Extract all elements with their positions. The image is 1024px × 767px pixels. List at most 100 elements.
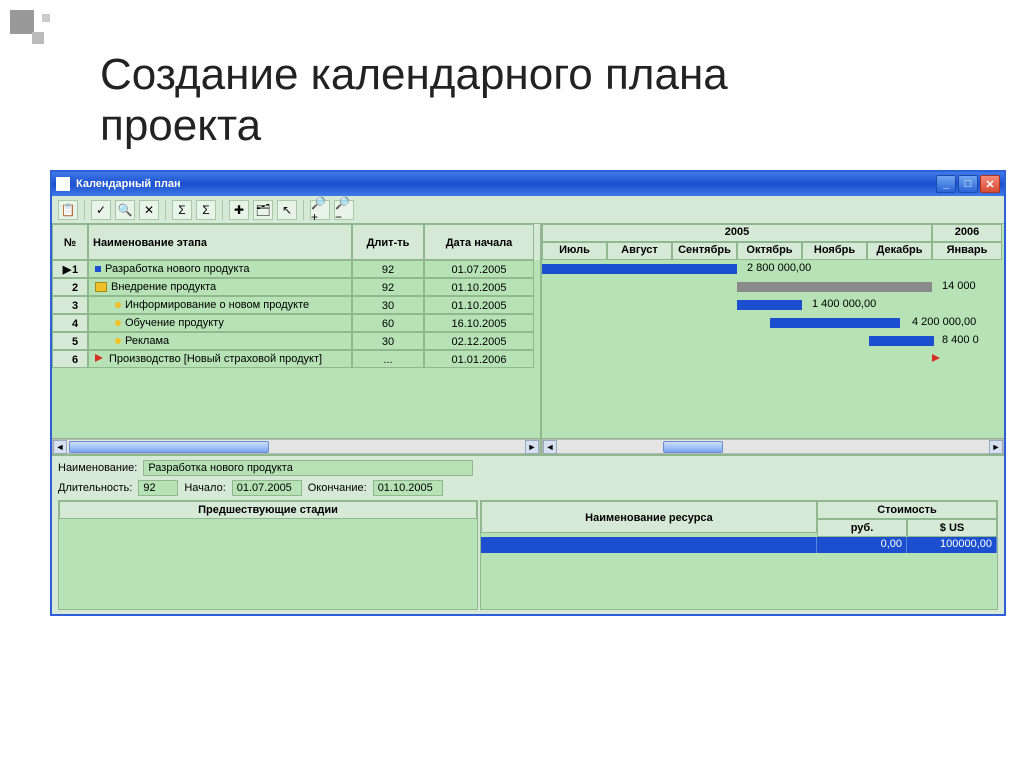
gantt-bar-label: 14 000: [942, 280, 976, 292]
gantt-milestone-flag-icon[interactable]: [932, 354, 940, 362]
detail-start-field[interactable]: 01.07.2005: [232, 480, 302, 496]
tool-delete-icon[interactable]: ✕: [139, 200, 159, 220]
task-row[interactable]: 4Обучение продукту6016.10.2005: [52, 314, 540, 332]
usd-value: 100000,00: [907, 537, 997, 553]
gantt-panel: 20052006 ИюльАвгустСентябрьОктябрьНоябрь…: [542, 224, 1004, 454]
task-row[interactable]: 2Внедрение продукта9201.10.2005: [52, 278, 540, 296]
calendar-plan-window: Календарный план _ □ ✕ 📋 ✓ 🔍 ✕ Σ Σ ✚ 🗂 ↖…: [50, 170, 1006, 616]
rub-header: руб.: [817, 519, 907, 537]
toolbar: 📋 ✓ 🔍 ✕ Σ Σ ✚ 🗂 ↖ 🔎+ 🔎−: [52, 196, 1004, 224]
gantt-month-cell[interactable]: Сентябрь: [672, 242, 737, 260]
folder-icon: [95, 282, 107, 292]
preceding-header: Предшествующие стадии: [59, 501, 477, 519]
bullet-yellow-icon: [115, 320, 121, 326]
gantt-bar[interactable]: [869, 336, 934, 346]
gantt-month-cell[interactable]: Январь: [932, 242, 1002, 260]
gantt-bar[interactable]: [542, 264, 737, 274]
task-duration-cell: ...: [352, 350, 424, 368]
tool-zoomout-icon[interactable]: 🔎−: [334, 200, 354, 220]
task-duration-cell: 92: [352, 260, 424, 278]
task-scrollbar[interactable]: ◄►: [52, 438, 540, 454]
task-rows-container: ▶1Разработка нового продукта9201.07.2005…: [52, 260, 540, 368]
tool-pointer-icon[interactable]: ↖: [277, 200, 297, 220]
window-title: Календарный план: [76, 178, 181, 190]
usd-header: $ US: [907, 519, 997, 537]
scroll-thumb[interactable]: [663, 441, 723, 453]
scroll-thumb[interactable]: [69, 441, 269, 453]
cost-header: Стоимость: [817, 501, 997, 519]
task-row[interactable]: 5Реклама3002.12.2005: [52, 332, 540, 350]
tool-edit-icon[interactable]: 📋: [58, 200, 78, 220]
task-row[interactable]: 3Информирование о новом продукте3001.10.…: [52, 296, 540, 314]
tool-sum2-icon[interactable]: Σ: [196, 200, 216, 220]
scroll-left-icon[interactable]: ◄: [53, 440, 67, 454]
row-number: 3: [52, 296, 88, 314]
gantt-scrollbar[interactable]: ◄►: [542, 438, 1004, 454]
task-date-cell: 01.10.2005: [424, 278, 534, 296]
task-name-cell: Производство [Новый страховой продукт]: [88, 350, 352, 368]
window-titlebar[interactable]: Календарный план _ □ ✕: [52, 172, 1004, 196]
col-duration-header[interactable]: Длит-ть: [352, 224, 424, 260]
minimize-button[interactable]: _: [936, 175, 956, 193]
gantt-bar[interactable]: [737, 300, 802, 310]
col-startdate-header[interactable]: Дата начала: [424, 224, 534, 260]
task-duration-cell: 30: [352, 296, 424, 314]
gantt-bar-label: 4 200 000,00: [912, 316, 976, 328]
resources-grid[interactable]: Наименование ресурса Стоимость руб. $ US…: [480, 500, 998, 610]
close-button[interactable]: ✕: [980, 175, 1000, 193]
col-num-header[interactable]: №: [52, 224, 88, 260]
task-name-cell: Обучение продукту: [88, 314, 352, 332]
scroll-right-icon[interactable]: ►: [989, 440, 1003, 454]
task-row[interactable]: 6Производство [Новый страховой продукт].…: [52, 350, 540, 368]
task-table-header: № Наименование этапа Длит-ть Дата начала: [52, 224, 540, 260]
detail-end-label: Окончание:: [308, 482, 367, 494]
gantt-month-cell[interactable]: Август: [607, 242, 672, 260]
gantt-month-cell[interactable]: Ноябрь: [802, 242, 867, 260]
detail-name-field[interactable]: Разработка нового продукта: [143, 460, 473, 476]
resource-name-header: Наименование ресурса: [481, 501, 817, 533]
preceding-stages-grid[interactable]: Предшествующие стадии: [58, 500, 478, 610]
row-number: 2: [52, 278, 88, 296]
bullet-yellow-icon: [115, 338, 121, 344]
detail-end-field[interactable]: 01.10.2005: [373, 480, 443, 496]
gantt-year-row: 20052006: [542, 224, 1004, 242]
detail-duration-field[interactable]: 92: [138, 480, 178, 496]
task-date-cell: 01.01.2006: [424, 350, 534, 368]
tool-check-icon[interactable]: ✓: [91, 200, 111, 220]
tool-find-icon[interactable]: 🔍: [115, 200, 135, 220]
scroll-left-icon[interactable]: ◄: [543, 440, 557, 454]
detail-panel: Наименование: Разработка нового продукта…: [52, 454, 1004, 614]
task-name-cell: Разработка нового продукта: [88, 260, 352, 278]
scroll-right-icon[interactable]: ►: [525, 440, 539, 454]
gantt-bar[interactable]: [770, 318, 900, 328]
gantt-month-cell[interactable]: Октябрь: [737, 242, 802, 260]
task-row[interactable]: ▶1Разработка нового продукта9201.07.2005: [52, 260, 540, 278]
gantt-chart-body[interactable]: 2 800 000,00 14 000 1 400 000,00 4 200 000,…: [542, 260, 1004, 380]
gantt-year-cell: 2005: [542, 224, 932, 242]
maximize-button[interactable]: □: [958, 175, 978, 193]
task-date-cell: 16.10.2005: [424, 314, 534, 332]
row-number: ▶1: [52, 260, 88, 278]
gantt-bar-label: 2 800 000,00: [747, 262, 811, 274]
col-name-header[interactable]: Наименование этапа: [88, 224, 352, 260]
selected-resource-row[interactable]: 0,00 100000,00: [481, 537, 997, 553]
tool-add-icon[interactable]: ✚: [229, 200, 249, 220]
gantt-year-cell: 2006: [932, 224, 1002, 242]
gantt-bar-label: 1 400 000,00: [812, 298, 876, 310]
task-date-cell: 01.07.2005: [424, 260, 534, 278]
task-name-cell: Внедрение продукта: [88, 278, 352, 296]
rub-value: 0,00: [817, 537, 907, 553]
tool-zoomin-icon[interactable]: 🔎+: [310, 200, 330, 220]
gantt-month-cell[interactable]: Декабрь: [867, 242, 932, 260]
task-duration-cell: 92: [352, 278, 424, 296]
gantt-month-cell[interactable]: Июль: [542, 242, 607, 260]
flag-icon: [95, 354, 105, 364]
detail-name-label: Наименование:: [58, 462, 137, 474]
gantt-bar[interactable]: [737, 282, 932, 292]
detail-start-label: Начало:: [184, 482, 225, 494]
task-name-cell: Информирование о новом продукте: [88, 296, 352, 314]
tool-sum1-icon[interactable]: Σ: [172, 200, 192, 220]
row-number: 5: [52, 332, 88, 350]
row-number: 6: [52, 350, 88, 368]
tool-group-icon[interactable]: 🗂: [253, 200, 273, 220]
